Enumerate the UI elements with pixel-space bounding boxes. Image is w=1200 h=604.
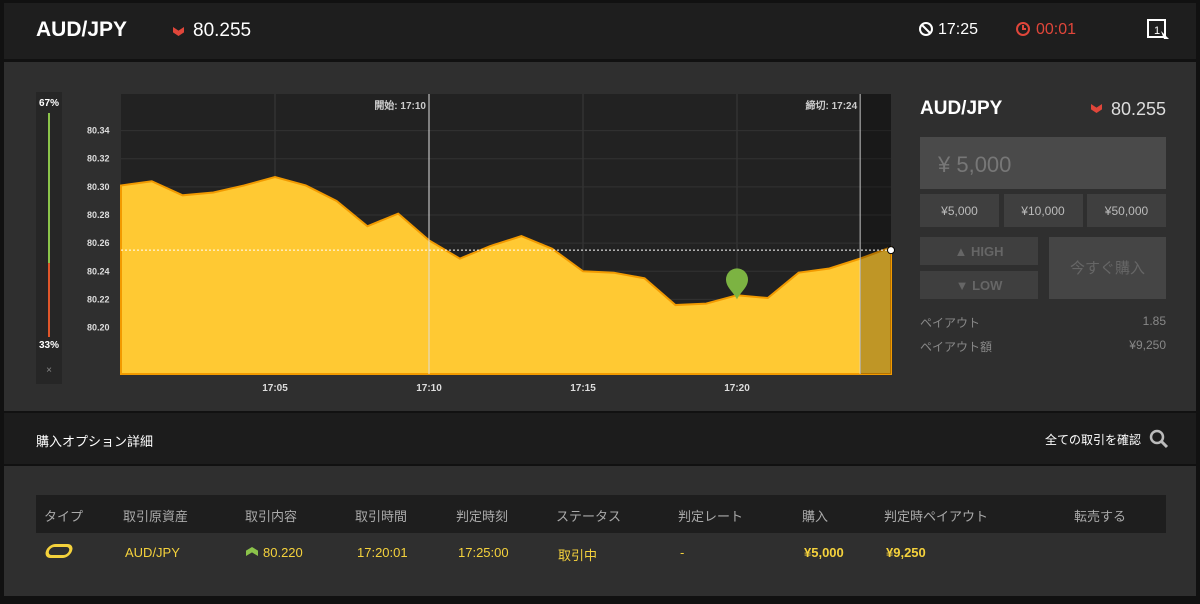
panel-price: 80.255: [1111, 99, 1167, 119]
low-label: LOW: [972, 278, 1003, 293]
gauge-high: 67%: [39, 98, 59, 109]
table-cell: ¥9,250: [886, 545, 926, 560]
gauge-low: 33%: [39, 340, 59, 351]
timer-icon: [1016, 22, 1030, 36]
payout: 1.85: [1142, 314, 1166, 328]
table-header-cell: 転売する: [1074, 509, 1127, 524]
down-icon: [173, 27, 184, 36]
high-label: HIGH: [970, 244, 1004, 259]
amount-input[interactable]: ¥ 5,000: [920, 137, 1166, 189]
preset-button[interactable]: ¥50,000: [1087, 194, 1166, 227]
table-header-cell: 取引時間: [355, 509, 408, 524]
table-header-cell: ステータス: [556, 509, 622, 524]
up-icon: [246, 547, 258, 556]
countdown: 00:01: [1036, 21, 1077, 38]
table-cell: -: [680, 545, 685, 560]
table-cell: 17:25:00: [458, 545, 509, 560]
x-tick-label: 17:20: [724, 383, 750, 394]
y-tick-label: 80.34: [87, 126, 110, 136]
time: 17:25: [938, 21, 979, 38]
entry-pin: [726, 268, 748, 300]
y-tick-label: 80.30: [87, 182, 110, 192]
buy-button[interactable]: 今すぐ購入: [1049, 237, 1166, 299]
section-title: 購入オプション詳細: [36, 434, 154, 449]
preset-button[interactable]: ¥10,000: [1003, 194, 1083, 227]
table-header-cell: 購入: [802, 509, 829, 524]
high-button[interactable]: ▲ HIGH: [920, 237, 1038, 265]
table-header: [36, 495, 1166, 533]
payout-amount: ¥9,250: [1129, 338, 1166, 352]
y-tick-label: 80.20: [87, 323, 110, 333]
price: 80.255: [193, 20, 252, 41]
table-header-cell: タイプ: [44, 509, 84, 524]
clock-icon: [919, 22, 933, 36]
section-bar: [4, 413, 1196, 464]
panel-pair: AUD/JPY: [920, 98, 1003, 119]
y-tick-label: 80.22: [87, 294, 110, 304]
series: [120, 175, 892, 375]
area: [120, 175, 892, 375]
chart: 67% 33% × 17:05 17:10 17:15 17:20 80.20 80.22 80.…: [38, 94, 895, 394]
svg-text:1: 1: [1154, 25, 1160, 37]
table-header-cell: 判定レート: [678, 509, 744, 524]
header: [4, 3, 1196, 59]
y-tick-label: 80.28: [87, 210, 110, 220]
table-cell: ¥5,000: [804, 545, 844, 560]
table-header-cell: 判定時刻: [456, 509, 509, 524]
low-button[interactable]: ▼ LOW: [920, 271, 1038, 299]
y-tick-label: 80.26: [87, 238, 110, 248]
payout-label: ペイアウト: [920, 316, 981, 330]
preset-button[interactable]: ¥5,000: [920, 194, 999, 227]
table-header-cell: 取引原資産: [123, 509, 189, 524]
down-icon: [1091, 104, 1102, 113]
x-tick-label: 17:05: [262, 383, 288, 394]
window-icon[interactable]: 1: [1147, 19, 1171, 43]
table-cell: AUD/JPY: [125, 545, 180, 560]
y-tick-label: 80.24: [87, 266, 110, 276]
current-dot: [887, 246, 895, 255]
marker-label: 開始: 17:10: [374, 99, 426, 112]
y-tick-label: 80.32: [87, 154, 110, 164]
pair: AUD/JPY: [36, 18, 128, 41]
gauge-close: ×: [46, 365, 52, 376]
table-header-cell: 判定時ペイアウト: [884, 509, 989, 524]
marker-label: 締切: 17:24: [806, 99, 858, 112]
table-cell: 取引中: [558, 548, 598, 563]
closed-zone: [860, 94, 891, 374]
x-tick-label: 17:10: [416, 383, 442, 394]
table-cell: 17:20:01: [357, 545, 408, 560]
table-header-cell: 取引内容: [245, 509, 298, 524]
table-cell: 80.220: [263, 545, 303, 560]
all-trades-link[interactable]: 全ての取引を確認: [1045, 433, 1142, 447]
x-tick-label: 17:15: [570, 383, 596, 394]
search-icon[interactable]: [1149, 429, 1169, 449]
payout-amount-label: ペイアウト額: [920, 340, 993, 354]
